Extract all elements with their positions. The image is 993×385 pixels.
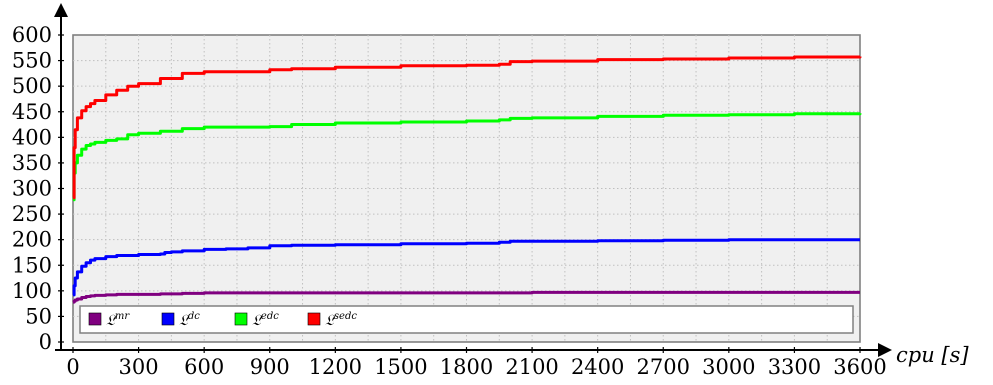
y-tick-label: 100 bbox=[12, 279, 52, 303]
y-tick-label: 300 bbox=[12, 177, 52, 201]
x-axis-label: cpu [s] bbox=[896, 343, 969, 367]
x-tick-label: 1500 bbox=[374, 355, 427, 379]
x-tick-label: 2100 bbox=[505, 355, 558, 379]
legend-label-mr: 𝔏mr bbox=[106, 311, 130, 329]
y-tick-label: 500 bbox=[12, 74, 52, 98]
y-tick-label: 400 bbox=[12, 125, 52, 149]
series-line-edc bbox=[72, 112, 862, 202]
y-tick-label: 200 bbox=[12, 228, 52, 252]
y-tick-label: 450 bbox=[12, 100, 52, 124]
x-tick-label: 0 bbox=[66, 355, 79, 379]
y-tick-label: 250 bbox=[12, 202, 52, 226]
y-tick-label: 600 bbox=[12, 23, 52, 47]
x-tick-label: 1200 bbox=[309, 355, 362, 379]
series-line-sedc bbox=[72, 55, 862, 200]
legend: 𝔏mr 𝔏dc 𝔏edc 𝔏sedc bbox=[88, 311, 357, 329]
y-tick-label: 550 bbox=[12, 49, 52, 73]
series-line-dc bbox=[72, 238, 860, 297]
x-axis-ticks: 0 300 600 900 1200 1500 1800 2100 2400 2700 3000 33… bbox=[66, 347, 887, 379]
x-tick-label: 300 bbox=[119, 355, 159, 379]
legend-swatch-mr bbox=[88, 312, 102, 326]
legend-label-sedc: 𝔏sedc bbox=[325, 311, 357, 329]
x-tick-label: 900 bbox=[250, 355, 290, 379]
x-tick-label: 3300 bbox=[768, 355, 821, 379]
legend-swatch-dc bbox=[161, 312, 175, 326]
x-tick-label: 2400 bbox=[571, 355, 624, 379]
legend-swatch-sedc bbox=[307, 312, 321, 326]
x-tick-label: 3600 bbox=[833, 355, 886, 379]
series-line-mr bbox=[72, 290, 860, 304]
series-lines bbox=[72, 55, 862, 304]
legend-box bbox=[79, 305, 854, 334]
legend-label-edc: 𝔏edc bbox=[252, 311, 279, 329]
y-tick-label: 0 bbox=[39, 330, 52, 354]
x-tick-label: 2700 bbox=[637, 355, 690, 379]
plot-area bbox=[72, 34, 861, 343]
x-tick-label: 3000 bbox=[702, 355, 755, 379]
legend-label-dc: 𝔏dc bbox=[179, 311, 200, 329]
x-tick-label: 600 bbox=[184, 355, 224, 379]
y-tick-label: 150 bbox=[12, 253, 52, 277]
y-tick-label: 350 bbox=[12, 151, 52, 175]
x-tick-label: 1800 bbox=[440, 355, 493, 379]
legend-swatch-edc bbox=[234, 312, 248, 326]
y-tick-label: 50 bbox=[25, 304, 52, 328]
